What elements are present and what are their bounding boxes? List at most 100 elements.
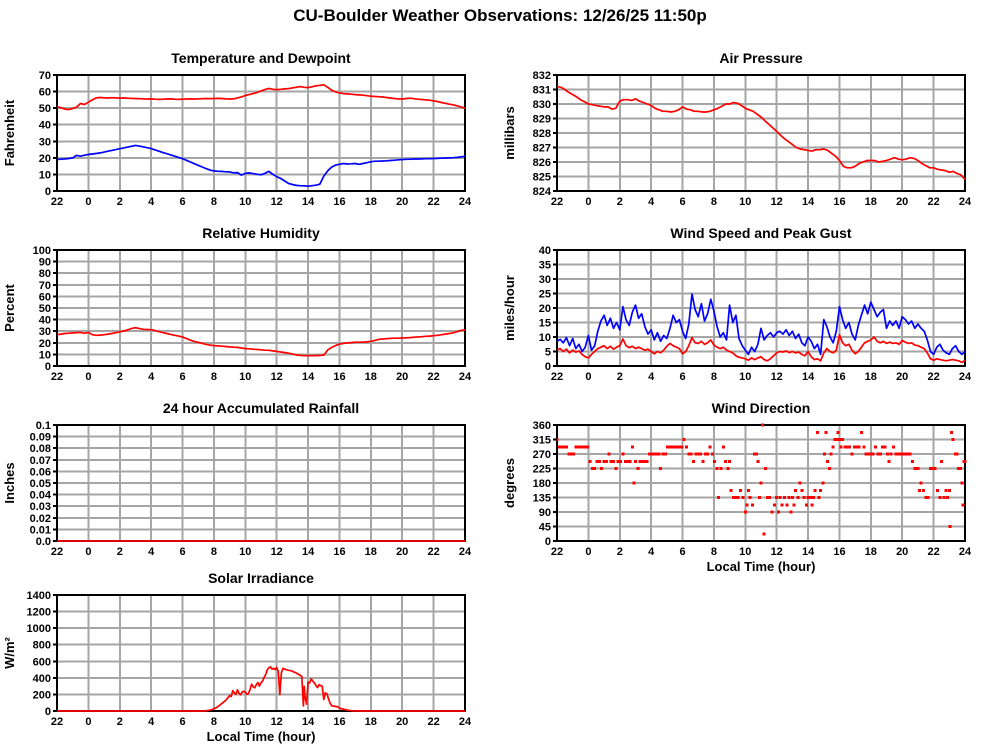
- x-tick-label: 12: [771, 196, 783, 208]
- x-tick-label: 0: [85, 196, 91, 208]
- y-tick-label: 80: [39, 268, 51, 280]
- direction-point: [843, 445, 847, 449]
- direction-point: [772, 503, 776, 507]
- direction-point: [960, 481, 964, 485]
- direction-point: [785, 503, 789, 507]
- direction-point: [848, 445, 852, 449]
- direction-point: [645, 459, 649, 463]
- direction-point: [621, 452, 625, 456]
- direction-point: [926, 496, 930, 499]
- x-tick-label: 22: [551, 546, 563, 558]
- direction-point: [588, 459, 592, 463]
- peak-gust-line: [556, 293, 966, 356]
- x-tick-label: 22: [927, 546, 939, 558]
- direction-point: [908, 452, 912, 456]
- direction-point: [874, 445, 878, 449]
- direction-point: [850, 452, 854, 456]
- y-tick-label: 0.02: [30, 513, 51, 525]
- direction-point: [862, 445, 866, 449]
- direction-point: [831, 445, 835, 449]
- direction-point: [936, 488, 939, 492]
- direction-point: [805, 503, 808, 507]
- direction-point: [871, 452, 875, 456]
- y-axis-label: Fahrenheit: [2, 99, 17, 166]
- y-tick-label: 827: [533, 143, 551, 155]
- direction-point: [721, 445, 725, 449]
- x-tick-label: 20: [396, 196, 408, 208]
- direction-point: [673, 445, 677, 449]
- direction-point: [638, 459, 642, 463]
- x-tick-label: 24: [459, 546, 472, 558]
- direction-point: [951, 438, 955, 441]
- y-axis-label: W/m²: [2, 636, 17, 668]
- direction-point: [739, 488, 743, 492]
- direction-point: [826, 459, 830, 463]
- direction-point: [661, 452, 665, 456]
- direction-point: [734, 496, 738, 499]
- direction-point: [775, 496, 779, 499]
- direction-point: [883, 445, 887, 449]
- direction-point: [918, 488, 921, 492]
- direction-point: [728, 459, 732, 463]
- x-tick-label: 12: [271, 546, 283, 558]
- y-tick-label: 824: [533, 186, 552, 198]
- dewpoint-line: [56, 144, 466, 188]
- direction-point: [636, 467, 640, 470]
- y-tick-label: 832: [533, 70, 551, 82]
- y-tick-label: 10: [39, 349, 51, 361]
- direction-point: [946, 496, 950, 499]
- y-tick-label: 70: [39, 280, 51, 292]
- direction-point: [776, 510, 780, 514]
- humidity-line: [56, 326, 466, 357]
- direction-point: [938, 496, 942, 499]
- direction-point: [940, 459, 943, 463]
- direction-point: [901, 452, 905, 456]
- direction-point: [838, 438, 841, 441]
- direction-point: [839, 445, 843, 449]
- x-tick-label: 16: [833, 196, 845, 208]
- x-tick-label: 6: [679, 546, 685, 558]
- y-tick-label: 1000: [27, 623, 51, 635]
- x-tick-label: 16: [333, 371, 345, 383]
- direction-point: [783, 496, 786, 499]
- x-tick-label: 10: [239, 546, 251, 558]
- y-tick-label: 0: [45, 186, 51, 198]
- y-axis-label: Inches: [2, 462, 17, 503]
- y-tick-label: 826: [533, 157, 551, 169]
- direction-point: [609, 459, 613, 463]
- direction-point: [955, 452, 959, 456]
- x-tick-label: 8: [211, 546, 217, 558]
- direction-point: [715, 467, 719, 470]
- y-tick-label: 0.09: [30, 432, 51, 444]
- y-tick-label: 40: [39, 315, 51, 327]
- y-tick-label: 831: [533, 85, 551, 97]
- y-tick-label: 20: [39, 153, 51, 165]
- direction-point: [913, 467, 917, 470]
- chart-wind-direction: 0 45 90 135 180 225 270 315 360 22 0 2 4 6 8 10 12 14 16 18…: [500, 395, 1000, 575]
- x-tick-label: 20: [896, 196, 908, 208]
- chart-rainfall: 0.0 0.01 0.02 0.03 0.04 0.05 0.06 0.07 0.08 0.09 0…: [0, 395, 500, 570]
- x-tick-label: 4: [648, 546, 655, 558]
- direction-point: [852, 445, 856, 449]
- y-tick-label: 5: [545, 347, 551, 359]
- y-tick-label: 0.07: [30, 455, 51, 467]
- direction-point: [796, 496, 800, 499]
- x-tick-label: 14: [802, 371, 815, 383]
- direction-point: [581, 445, 585, 449]
- x-tick-label: 4: [148, 716, 155, 728]
- y-tick-label: 0.0: [36, 536, 51, 548]
- direction-point: [652, 452, 656, 456]
- y-axis-label: miles/hour: [502, 275, 517, 341]
- direction-point: [761, 423, 765, 427]
- direction-point: [643, 459, 647, 463]
- direction-point: [910, 459, 914, 463]
- direction-point: [696, 452, 700, 456]
- x-tick-label: 16: [833, 546, 845, 558]
- y-tick-label: 1200: [27, 607, 51, 619]
- direction-point: [710, 452, 714, 456]
- x-tick-label: 18: [865, 196, 877, 208]
- x-tick-label: 0: [585, 371, 591, 383]
- direction-point: [708, 445, 712, 449]
